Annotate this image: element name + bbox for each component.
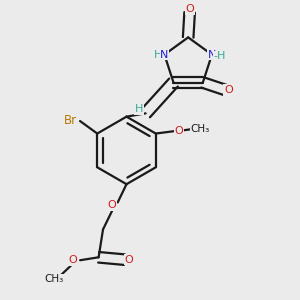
Text: O: O bbox=[124, 255, 133, 265]
Text: N: N bbox=[160, 50, 169, 60]
Text: Br: Br bbox=[64, 114, 77, 127]
Text: O: O bbox=[174, 126, 183, 136]
Text: O: O bbox=[185, 4, 194, 14]
Text: -H: -H bbox=[214, 51, 226, 62]
Text: O: O bbox=[107, 200, 116, 210]
Text: CH₃: CH₃ bbox=[190, 124, 209, 134]
Text: H: H bbox=[154, 50, 162, 60]
Text: H: H bbox=[135, 104, 143, 114]
Text: O: O bbox=[224, 85, 233, 95]
Text: O: O bbox=[69, 255, 77, 265]
Text: CH₃: CH₃ bbox=[44, 274, 63, 284]
Text: N: N bbox=[208, 50, 216, 60]
